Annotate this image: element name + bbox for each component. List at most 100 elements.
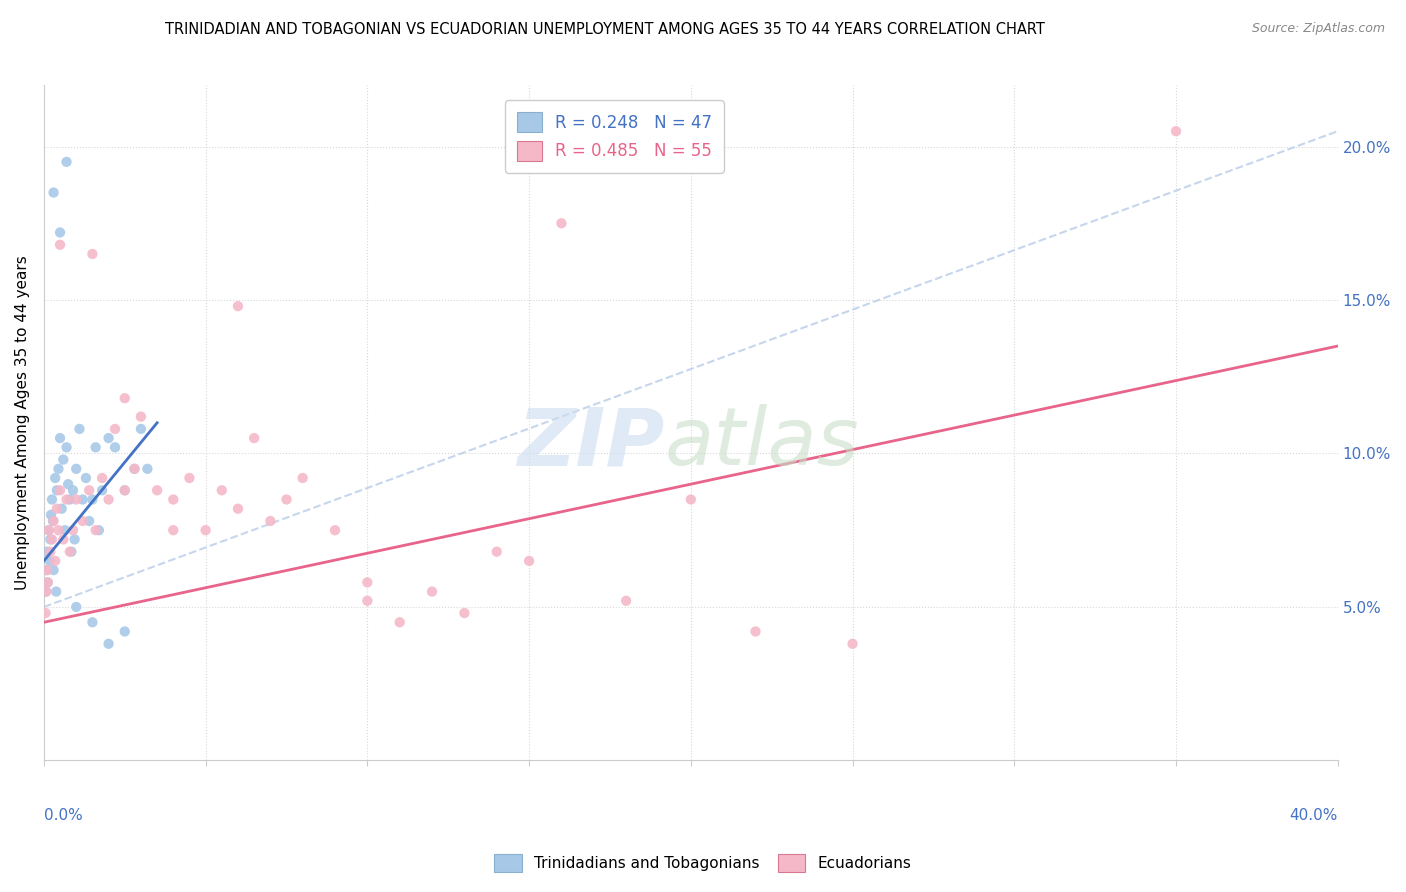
Point	[276, 492, 298, 507]
Point	[744, 624, 766, 639]
Point	[388, 615, 411, 630]
Point	[84, 440, 107, 454]
Point	[55, 154, 77, 169]
Point	[129, 409, 152, 424]
Point	[114, 624, 136, 639]
Point	[75, 471, 97, 485]
Point	[226, 501, 249, 516]
Point	[34, 584, 56, 599]
Point	[34, 606, 56, 620]
Point	[55, 440, 77, 454]
Point	[48, 523, 70, 537]
Point	[35, 563, 58, 577]
Point	[124, 462, 146, 476]
Point	[453, 606, 475, 620]
Point	[55, 492, 77, 507]
Point	[211, 483, 233, 498]
Point	[49, 483, 72, 498]
Y-axis label: Unemployment Among Ages 35 to 44 years: Unemployment Among Ages 35 to 44 years	[15, 255, 30, 591]
Point	[65, 492, 87, 507]
Point	[35, 584, 58, 599]
Point	[39, 508, 62, 522]
Point	[323, 523, 346, 537]
Point	[56, 477, 79, 491]
Point	[517, 554, 540, 568]
Point	[77, 514, 100, 528]
Point	[39, 533, 62, 547]
Point	[243, 431, 266, 445]
Point	[614, 594, 637, 608]
Point	[194, 523, 217, 537]
Point	[48, 462, 70, 476]
Point	[82, 492, 104, 507]
Point	[37, 575, 59, 590]
Point	[42, 563, 65, 577]
Point	[37, 563, 59, 577]
Point	[82, 615, 104, 630]
Point	[226, 299, 249, 313]
Point	[45, 501, 67, 516]
Point	[72, 514, 94, 528]
Point	[69, 422, 91, 436]
Point	[124, 462, 146, 476]
Point	[97, 492, 120, 507]
Point	[356, 594, 378, 608]
Text: 40.0%: 40.0%	[1289, 807, 1337, 822]
Text: atlas: atlas	[665, 404, 859, 482]
Point	[60, 544, 83, 558]
Point	[59, 492, 82, 507]
Point	[91, 483, 114, 498]
Point	[39, 544, 62, 558]
Point	[52, 452, 75, 467]
Point	[41, 492, 63, 507]
Text: ZIP: ZIP	[517, 404, 665, 482]
Point	[45, 584, 67, 599]
Point	[259, 514, 281, 528]
Point	[114, 483, 136, 498]
Point	[179, 471, 201, 485]
Point	[59, 544, 82, 558]
Point	[77, 483, 100, 498]
Point	[82, 247, 104, 261]
Point	[136, 462, 159, 476]
Point	[114, 483, 136, 498]
Point	[49, 226, 72, 240]
Point	[52, 533, 75, 547]
Point	[87, 523, 110, 537]
Point	[485, 544, 508, 558]
Point	[51, 501, 73, 516]
Point	[38, 523, 60, 537]
Point	[42, 514, 65, 528]
Point	[291, 471, 314, 485]
Point	[84, 523, 107, 537]
Point	[44, 554, 66, 568]
Point	[38, 523, 60, 537]
Point	[37, 544, 59, 558]
Point	[91, 471, 114, 485]
Text: 0.0%: 0.0%	[44, 807, 83, 822]
Point	[104, 440, 127, 454]
Point	[129, 422, 152, 436]
Point	[49, 237, 72, 252]
Point	[65, 462, 87, 476]
Point	[841, 637, 863, 651]
Point	[72, 492, 94, 507]
Point	[1164, 124, 1187, 138]
Point	[49, 431, 72, 445]
Point	[162, 523, 184, 537]
Point	[356, 575, 378, 590]
Point	[42, 186, 65, 200]
Point	[65, 599, 87, 614]
Legend: Trinidadians and Tobagonians, Ecuadorians: Trinidadians and Tobagonians, Ecuadorian…	[486, 846, 920, 880]
Point	[44, 471, 66, 485]
Point	[37, 575, 59, 590]
Point	[97, 431, 120, 445]
Point	[38, 554, 60, 568]
Legend: R = 0.248   N = 47, R = 0.485   N = 55: R = 0.248 N = 47, R = 0.485 N = 55	[505, 100, 724, 172]
Point	[45, 483, 67, 498]
Point	[146, 483, 169, 498]
Point	[104, 422, 127, 436]
Point	[62, 483, 84, 498]
Point	[162, 492, 184, 507]
Point	[420, 584, 443, 599]
